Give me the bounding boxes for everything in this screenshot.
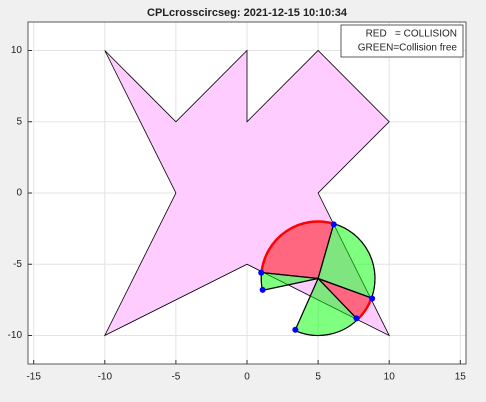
point: [369, 295, 376, 302]
sector-arc: [294, 319, 358, 336]
legend-text: GREEN=Collision free: [358, 43, 458, 54]
x-tick-label: 15: [455, 372, 467, 383]
x-tick-label: -5: [171, 372, 180, 383]
sector-arc: [333, 223, 376, 299]
point: [259, 286, 266, 293]
point: [258, 269, 265, 276]
point: [353, 315, 360, 322]
x-tick-label: -10: [98, 372, 113, 383]
y-tick-label: 10: [11, 45, 23, 56]
x-tick-label: 0: [244, 372, 250, 383]
x-tick-label: -15: [26, 372, 41, 383]
chart-title: CPLcrosscircseg: 2021-12-15 10:10:34: [147, 7, 348, 19]
legend-text: RED = COLLISION: [366, 29, 457, 40]
point: [330, 221, 337, 228]
y-tick-label: -5: [13, 259, 22, 270]
y-tick-label: 5: [16, 116, 22, 127]
y-tick-label: -10: [8, 330, 23, 341]
axes-box: [27, 21, 467, 365]
point: [292, 326, 299, 333]
legend-box: [340, 24, 464, 58]
x-tick-label: 10: [384, 372, 396, 383]
y-tick-label: 0: [16, 188, 22, 199]
sector-arc: [260, 220, 335, 273]
x-tick-label: 5: [315, 372, 321, 383]
